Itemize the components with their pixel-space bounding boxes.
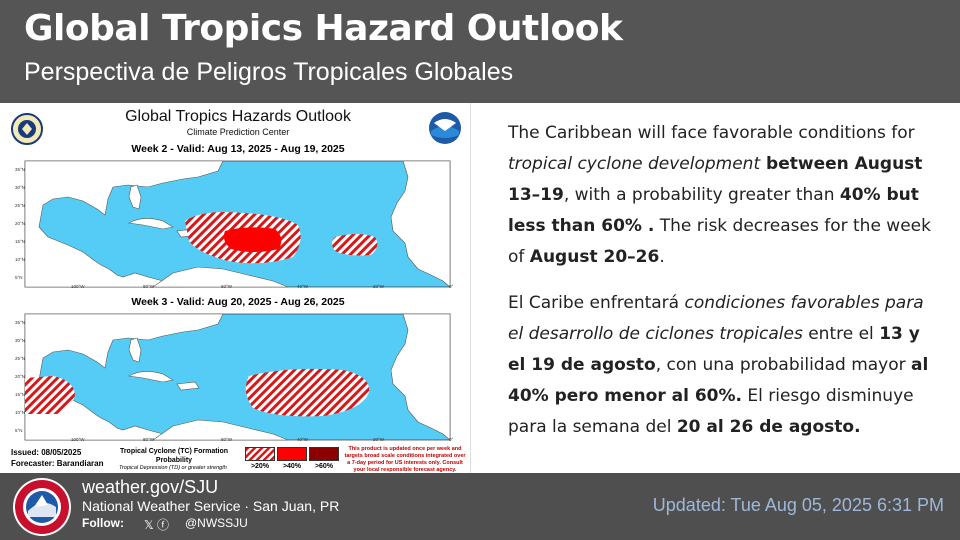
lat-label: 5°N bbox=[15, 275, 23, 280]
en-dates: between August 13–19 bbox=[508, 154, 923, 205]
lon-label: 80°W bbox=[143, 437, 155, 442]
lat-label: 30°N bbox=[15, 338, 25, 343]
hazard-map-panel: Global Tropics Hazards Outlook Climate P… bbox=[5, 103, 471, 473]
en-text: The risk decreases for the week of bbox=[508, 216, 931, 267]
legend-swatch-gt20 bbox=[245, 447, 275, 461]
week2-label: Week 2 - Valid: Aug 13, 2025 - Aug 19, 2… bbox=[131, 143, 345, 155]
lat-label: 35°N bbox=[15, 320, 25, 325]
disclaimer-note: This product is updated once per week an… bbox=[344, 446, 466, 473]
cuba-land bbox=[128, 218, 174, 230]
lon-label: 40°W bbox=[297, 437, 309, 442]
lat-label: 5°N bbox=[15, 428, 23, 433]
cuba-land bbox=[128, 371, 174, 383]
es-dates: 13 y el 19 de agosto bbox=[508, 324, 920, 375]
social-handle[interactable]: @NWSSJU bbox=[185, 516, 248, 530]
es-text: , con una probabilidad mayor bbox=[655, 355, 912, 375]
header-banner: Global Tropics Hazard Outlook Perspectiv… bbox=[0, 0, 960, 103]
lon-label: 20°W bbox=[373, 437, 385, 442]
legend-label-gt40: >40% bbox=[282, 463, 302, 470]
legend-swatch-gt60 bbox=[309, 447, 339, 461]
lat-label: 15°N bbox=[15, 392, 25, 397]
lon-label: 20°W bbox=[373, 284, 385, 289]
updated-timestamp: Updated: Tue Aug 05, 2025 6:31 PM bbox=[652, 495, 944, 515]
lat-label: 20°N bbox=[15, 221, 25, 226]
lon-label: 40°W bbox=[297, 284, 309, 289]
legend-note: Tropical Depression (TD) or greater stre… bbox=[119, 465, 227, 471]
hazard-area-atlantic-gt20 bbox=[332, 234, 378, 256]
follow-label: Follow: bbox=[82, 516, 124, 530]
es-emphasis: condiciones favorables para el desarroll… bbox=[508, 293, 924, 344]
es-week-dates: 20 al 26 de agosto. bbox=[676, 417, 861, 437]
website-link[interactable]: weather.gov/SJU bbox=[82, 477, 219, 497]
florida-land bbox=[128, 337, 142, 363]
page-subtitle: Perspectiva de Peligros Tropicales Globa… bbox=[24, 58, 514, 86]
lat-label: 10°N bbox=[15, 410, 25, 415]
en-emphasis: tropical cyclone development bbox=[508, 154, 761, 174]
english-summary: The Caribbean will face favorable condit… bbox=[508, 118, 938, 273]
footer-bar: weather.gov/SJU National Weather Service… bbox=[0, 473, 960, 540]
en-text: The Caribbean will face favorable condit… bbox=[508, 123, 915, 143]
lat-label: 10°N bbox=[15, 257, 25, 262]
north-america-land bbox=[24, 313, 224, 441]
en-probability: 40% but less than 60% . bbox=[508, 185, 919, 236]
en-text: , with a probability greater than bbox=[563, 185, 840, 205]
spanish-summary: El Caribe enfrentará condiciones favorab… bbox=[508, 288, 938, 443]
hispaniola-land bbox=[176, 381, 200, 391]
florida-land bbox=[128, 184, 142, 210]
es-text: El riesgo disminuye para la semana del bbox=[508, 386, 914, 437]
en-week-dates: August 20–26 bbox=[529, 247, 660, 267]
africa-land bbox=[390, 313, 451, 441]
lon-label: 0° bbox=[449, 437, 454, 442]
lon-label: 80°W bbox=[143, 284, 155, 289]
africa-land bbox=[390, 160, 451, 288]
lat-label: 25°N bbox=[15, 203, 25, 208]
week2-map: 35°N 30°N 25°N 20°N 15°N 10°N 5°N 100°W … bbox=[15, 160, 454, 289]
forecaster-name: Forecaster: Barandiaran bbox=[11, 459, 104, 468]
hazard-area-eastern-pacific-gt20 bbox=[25, 376, 75, 414]
doc-seal-logo bbox=[11, 113, 43, 145]
nws-logo bbox=[13, 478, 71, 536]
es-text: El Caribe enfrentará bbox=[508, 293, 685, 313]
legend-label-gt20: >20% bbox=[250, 463, 270, 470]
noaa-logo bbox=[429, 112, 461, 144]
lon-label: 60°W bbox=[221, 437, 233, 442]
hazard-area-caribbean-gt40 bbox=[223, 227, 282, 252]
legend-swatch-gt40 bbox=[277, 447, 307, 461]
map-agency: Climate Prediction Center bbox=[186, 127, 290, 137]
hazard-area-atlantic-gt20 bbox=[245, 368, 370, 417]
lon-label: 100°W bbox=[71, 284, 85, 289]
lon-label: 60°W bbox=[221, 284, 233, 289]
en-text: . bbox=[659, 247, 665, 267]
lat-label: 15°N bbox=[15, 239, 25, 244]
es-probability: al 40% pero menor al 60%. bbox=[508, 355, 929, 406]
issued-date: Issued: 08/05/2025 bbox=[11, 448, 82, 457]
issued-info: Issued: 08/05/2025 Forecaster: Barandiar… bbox=[11, 447, 103, 469]
legend-label-gt60: >60% bbox=[314, 463, 334, 470]
lat-label: 25°N bbox=[15, 356, 25, 361]
week3-map: 35°N 30°N 25°N 20°N 15°N 10°N 5°N 100°W … bbox=[15, 313, 454, 442]
legend-title: Tropical Cyclone (TC) Formation Probabil… bbox=[119, 448, 229, 464]
page-title: Global Tropics Hazard Outlook bbox=[24, 8, 623, 49]
south-america-land bbox=[152, 419, 289, 441]
lat-label: 20°N bbox=[15, 374, 25, 379]
lon-label: 0° bbox=[449, 284, 454, 289]
social-icons[interactable]: 𝕏 ⓕ bbox=[144, 518, 170, 532]
office-name: National Weather Service · San Juan, PR bbox=[82, 498, 340, 514]
es-text: entre el bbox=[802, 324, 880, 344]
south-america-land bbox=[152, 266, 289, 288]
lat-label: 35°N bbox=[15, 167, 25, 172]
week3-label: Week 3 - Valid: Aug 20, 2025 - Aug 26, 2… bbox=[131, 296, 345, 308]
map-title: Global Tropics Hazards Outlook bbox=[125, 108, 351, 125]
lon-label: 100°W bbox=[71, 437, 85, 442]
north-america-land bbox=[24, 160, 224, 288]
lat-label: 30°N bbox=[15, 185, 25, 190]
